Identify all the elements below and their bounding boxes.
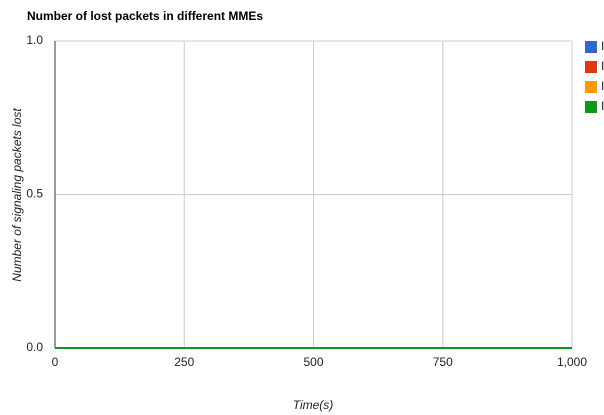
- legend-swatch: [585, 81, 597, 93]
- legend-swatch: [585, 101, 597, 113]
- x-tick-label: 750: [433, 355, 453, 369]
- legend-swatch: [585, 41, 597, 53]
- x-tick-label: 1,000: [557, 355, 587, 369]
- y-tick-label: 0.5: [26, 187, 43, 201]
- chart-title: Number of lost packets in different MMEs: [27, 9, 263, 23]
- y-tick-label: 1.0: [26, 33, 43, 47]
- x-axis-label: Time(s): [293, 398, 334, 412]
- y-axis-label: Number of signaling packets lost: [10, 108, 24, 282]
- legend-label: I: [601, 59, 604, 73]
- legend-label: I: [601, 99, 604, 113]
- x-tick-label: 250: [174, 355, 194, 369]
- legend-label: I: [601, 79, 604, 93]
- x-tick-label: 500: [303, 355, 323, 369]
- legend-swatch: [585, 61, 597, 73]
- legend-label: I: [601, 39, 604, 53]
- y-tick-label: 0.0: [26, 340, 43, 354]
- x-tick-label: 0: [52, 355, 59, 369]
